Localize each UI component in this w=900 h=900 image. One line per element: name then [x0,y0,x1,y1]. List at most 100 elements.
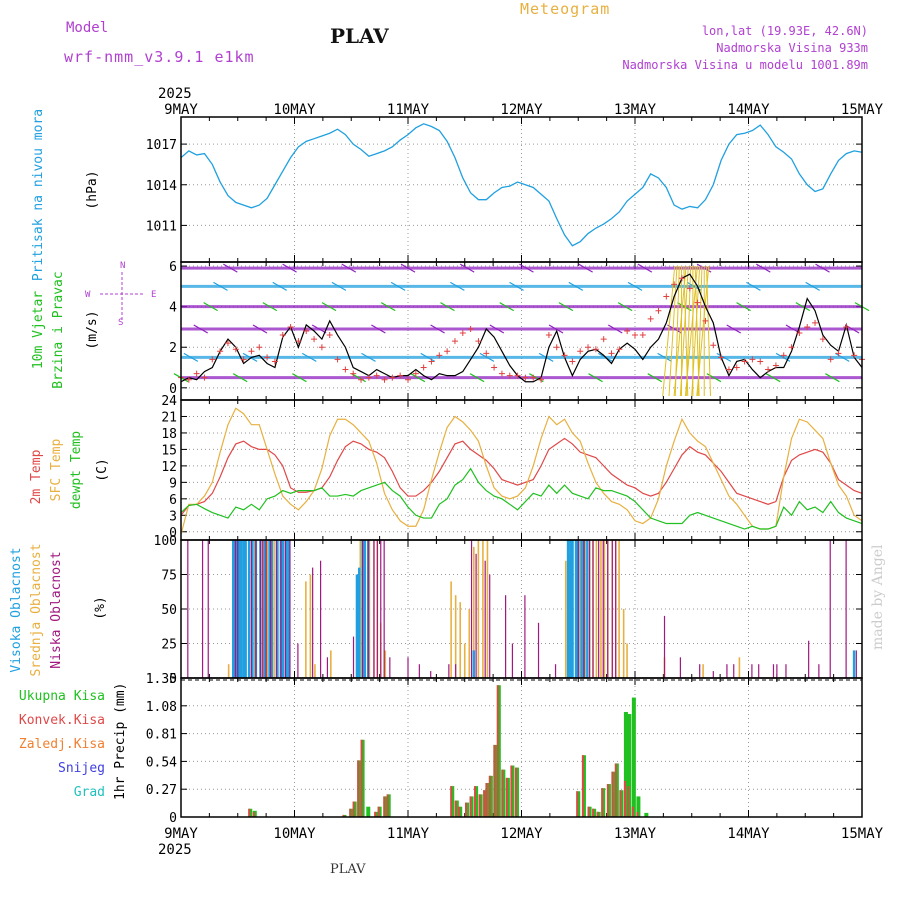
model-label: Model [66,20,109,36]
y-tick-label: 6 [169,260,177,275]
wind-gust-marker [475,338,482,345]
precip-convective-bar [581,755,584,817]
wind-gust-marker [851,352,858,359]
wind-arrow [302,352,317,362]
precip-convective-bar [606,784,609,817]
precip-convective-bar [619,790,622,817]
wind-gust-marker [287,323,294,330]
wind-gust-marker [483,350,490,357]
wind-gust-marker [749,356,756,363]
y-tick-label: 0.81 [146,728,177,743]
precip-convective-bar [576,791,579,817]
x-tick-label-bottom: 13MAY [614,826,657,842]
wind-arrow [795,302,811,312]
precip-convective-bar [352,801,355,817]
y-tick-label: 100 [154,534,177,549]
wind-arrow [193,324,209,334]
wind-gust-marker [271,358,278,365]
x-tick-label-top: 11MAY [387,102,430,118]
precip-convective-bar [469,796,472,817]
wind-gust-marker [303,328,310,334]
wind-gust-marker [358,376,365,383]
wind-gust-marker [256,344,263,351]
compass-east: E [151,290,156,300]
wind-gust-marker [530,374,537,381]
wind-arrow [272,281,287,291]
compass-south: S [118,318,123,328]
x-tick-label-bottom: 10MAY [273,826,316,842]
wind-arrow [519,263,534,273]
precip-convective-bar [493,744,496,817]
wind-gust-marker [765,366,772,373]
wind-arrow [232,373,248,383]
wind-arrow [252,324,268,334]
wind-gust-marker [506,372,513,379]
wind-gust-marker [373,372,380,379]
precip-convective-bar [485,783,488,817]
wind-gust-marker [725,366,732,373]
x-tick-label-bottom: 11MAY [387,826,430,842]
wind-storm-arrow [662,265,676,397]
temp-dewpt-label: dewpt Temp [69,431,84,509]
wind-arrow [607,324,623,334]
model-elevation-text: Nadmorska Visina u modelu 1001.89m [622,58,868,72]
wind-label-2: Brzina i Pravac [51,271,66,388]
wind-arrow [400,263,416,273]
wind-gust-marker [835,350,842,357]
precip-convective-bar [360,739,363,817]
y-tick-label: 9 [169,476,177,491]
station-title: PLAV [330,24,389,48]
panel-frame [180,677,863,818]
precip-convective-bar [252,811,255,817]
wind-gust-marker [397,372,404,379]
precip-convective-bar [627,786,630,817]
wind-gust-marker [224,340,231,347]
precip-convective-bar [377,806,380,817]
x-tick-label-top: 15MAY [841,102,884,118]
wind-arrow [726,324,741,334]
wind-arrow [706,373,722,383]
precip-convective-bar [465,802,468,817]
wind-gust-marker [514,372,521,379]
y-tick-label: 0 [169,382,177,397]
wind-gust-marker [577,348,584,355]
precip-total-bar [627,714,632,817]
wind-gust-marker [201,374,208,381]
cloud-high-label: Visoka Oblacnost [9,547,24,672]
y-tick-label: 21 [161,410,177,425]
wind-arrow [450,281,465,291]
wind-gust-marker [420,364,427,371]
precip-convective-bar [248,808,251,817]
temp-sfc-label: SFC Temp [49,439,64,502]
wind-arrow [410,373,426,383]
compass-west: W [85,290,91,300]
precip-convective-bar [357,760,360,817]
wind-arrow [341,263,357,273]
y-tick-label: 15 [161,443,177,458]
wind-gust-marker [585,344,592,351]
precip-total-bar [623,711,628,817]
wind-gust-marker [248,348,255,355]
wind-storm-arrow [679,265,689,397]
t2m-line [180,437,863,516]
precip-total-bar [636,796,641,817]
wind-gust-marker [819,336,826,343]
wind-storm-arrow [668,265,678,397]
precip-convective-bar [623,780,626,817]
precip-convective-bar [450,786,453,817]
y-tick-label: 1014 [146,179,177,194]
elevation-text: Nadmorska Visina 933m [716,41,868,55]
precip-unit-label: 1hr Precip (mm) [113,683,128,800]
wind-arrow [361,352,376,362]
wind-arrow [351,373,366,383]
precip-convective-bar [488,775,491,817]
precip-convective-bar [342,814,345,817]
y-tick-label: 75 [161,569,177,584]
wind-gust-marker [342,366,349,373]
wind-arrow [489,324,505,334]
compass-north: N [120,261,125,271]
wind-gust-marker [459,330,466,337]
pressure-label: Pritisak na nivou mora [31,109,46,281]
wind-gust-marker [412,370,419,377]
